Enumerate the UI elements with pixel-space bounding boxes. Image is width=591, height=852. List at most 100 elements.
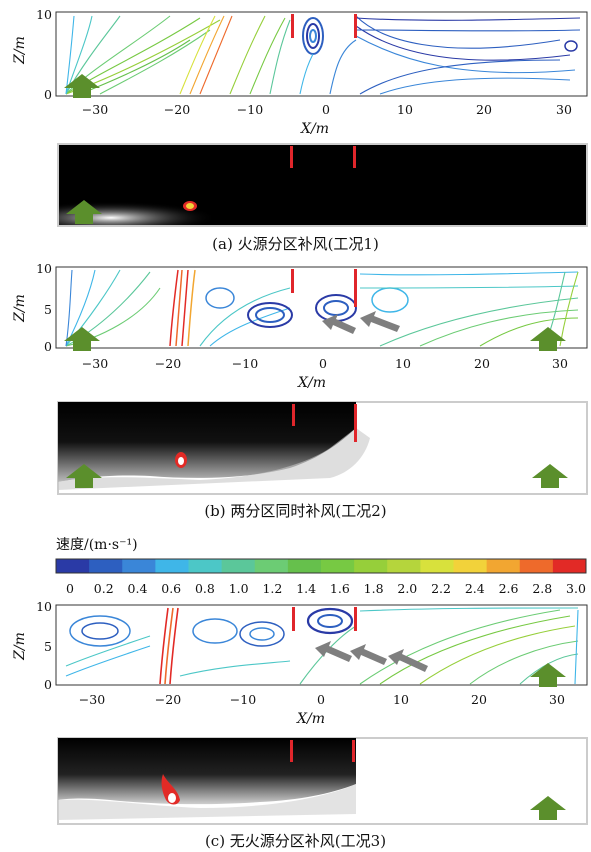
partition-wall-left [291, 269, 294, 293]
colorbar-swatch [221, 559, 256, 573]
svg-text:−20: −20 [164, 102, 190, 117]
up-arrow-icon [64, 74, 100, 98]
partition-wall-right [352, 740, 355, 762]
up-arrow-icon [530, 663, 566, 687]
y-tick-0: 0 [44, 87, 52, 102]
svg-text:−30: −30 [82, 102, 108, 117]
fire-source-icon [175, 452, 187, 468]
fire-source-icon [183, 201, 197, 211]
svg-text:30: 30 [549, 692, 565, 707]
caption-c: (c) 无火源分区补风(工况3) [204, 832, 387, 850]
svg-text:−30: −30 [82, 356, 108, 371]
up-arrow-icon [530, 327, 566, 351]
panel-c-streamline-plot: Z/m 10 5 0 −30 −20 −10 [12, 599, 588, 727]
colorbar-tick-label: 2.6 [499, 581, 519, 596]
svg-text:−20: −20 [155, 356, 181, 371]
colorbar-tick-label: 1.6 [330, 581, 350, 596]
partition-wall-left [290, 146, 293, 168]
svg-text:−20: −20 [155, 692, 181, 707]
svg-text:−10: −10 [230, 692, 256, 707]
caption-b: (b) 两分区同时补风(工况2) [204, 502, 387, 520]
colorbar-swatch [486, 559, 521, 573]
svg-text:30: 30 [556, 102, 572, 117]
panel-c-smoke-image [57, 737, 588, 825]
svg-text:0: 0 [322, 102, 330, 117]
y-axis-label: Z/m [12, 632, 28, 661]
colorbar-swatch [155, 559, 189, 573]
colorbar-tick-label: 1.0 [229, 581, 249, 596]
y-tick-5: 5 [44, 302, 52, 317]
partition-wall-right [354, 14, 357, 38]
caption-a: (a) 火源分区补风(工况1) [212, 235, 379, 253]
colorbar-swatch [354, 559, 388, 573]
colorbar-swatch [287, 559, 322, 573]
colorbar-tick-label: 2.4 [465, 581, 485, 596]
fire-source-icon [161, 774, 180, 805]
x-axis-label: X/m [297, 375, 326, 391]
svg-text:−10: −10 [237, 102, 263, 117]
svg-text:0: 0 [317, 692, 325, 707]
panel-b-streamline-plot: Z/m 10 5 0 [12, 261, 588, 391]
streamlines-c [65, 607, 579, 685]
partition-wall-left [292, 607, 295, 631]
y-axis-label: Z/m [12, 294, 28, 323]
y-tick-0: 0 [44, 339, 52, 354]
colorbar-tick-label: 0.2 [94, 581, 114, 596]
legend-title: 速度/(m·s⁻¹) [56, 537, 138, 553]
up-arrow-icon [66, 200, 102, 224]
partition-wall-right [353, 146, 356, 168]
panel-a-smoke-image [57, 143, 588, 227]
colorbar-swatch [552, 559, 587, 573]
partition-wall-left [291, 14, 294, 38]
diagonal-arrow-icon [322, 311, 400, 334]
streamlines-a [65, 15, 581, 95]
colorbar-tick-label: 1.4 [296, 581, 316, 596]
x-axis-label: X/m [300, 121, 329, 137]
svg-text:−30: −30 [79, 692, 105, 707]
x-ticks-a: −30 −20 −10 0 10 20 30 [82, 102, 572, 117]
svg-text:10: 10 [393, 692, 409, 707]
svg-text:20: 20 [474, 356, 490, 371]
x-axis-label: X/m [296, 711, 325, 727]
colorbar-tick-label: 1.8 [364, 581, 384, 596]
colorbar-swatch [56, 559, 90, 573]
svg-text:10: 10 [397, 102, 413, 117]
svg-text:30: 30 [552, 356, 568, 371]
colorbar-tick-label: 1.2 [262, 581, 282, 596]
x-ticks-b: −30 −20 −10 0 10 20 30 [82, 356, 568, 371]
colorbar-swatch [122, 559, 156, 573]
partition-wall-left [290, 740, 293, 762]
partition-wall-left [292, 404, 295, 426]
colorbar-tick-label: 2.2 [431, 581, 451, 596]
panel-a-streamline-plot: Z/m 10 0 [12, 7, 588, 137]
up-arrow-icon [66, 464, 102, 488]
y-tick-10: 10 [36, 599, 52, 614]
svg-text:10: 10 [395, 356, 411, 371]
colorbar-swatch [420, 559, 454, 573]
colorbar-swatch [188, 559, 223, 573]
colorbar-tick-label: 3.0 [566, 581, 586, 596]
colorbar-swatch [519, 559, 554, 573]
up-arrow-icon [64, 327, 100, 351]
colorbar-swatch [387, 559, 421, 573]
y-tick-10: 10 [36, 7, 52, 22]
partition-wall-right [354, 404, 357, 442]
colorbar-swatch [321, 559, 355, 573]
colorbar-tick-label: 0 [66, 581, 74, 596]
svg-text:20: 20 [476, 102, 492, 117]
colorbar-swatch [89, 559, 123, 573]
velocity-colorbar: 0 0.2 0.4 0.6 0.8 1.0 1.2 1.4 1.6 1.8 2.0 2.2 2.4 2.6… [55, 558, 587, 596]
colorbar-tick-label: 0.4 [128, 581, 148, 596]
colorbar-swatch [254, 559, 289, 573]
colorbar-tick-label: 0.6 [161, 581, 181, 596]
svg-text:0: 0 [319, 356, 327, 371]
colorbar-tick-label: 2.8 [532, 581, 552, 596]
y-tick-5: 5 [44, 639, 52, 654]
svg-text:−10: −10 [232, 356, 258, 371]
colorbar-tick-label: 0.8 [195, 581, 215, 596]
x-ticks-c: −30 −20 −10 0 10 20 30 [79, 692, 565, 707]
y-tick-10: 10 [36, 261, 52, 276]
colorbar-swatch [453, 559, 488, 573]
up-arrow-icon [532, 464, 568, 488]
colorbar-tick-label: 2.0 [397, 581, 417, 596]
